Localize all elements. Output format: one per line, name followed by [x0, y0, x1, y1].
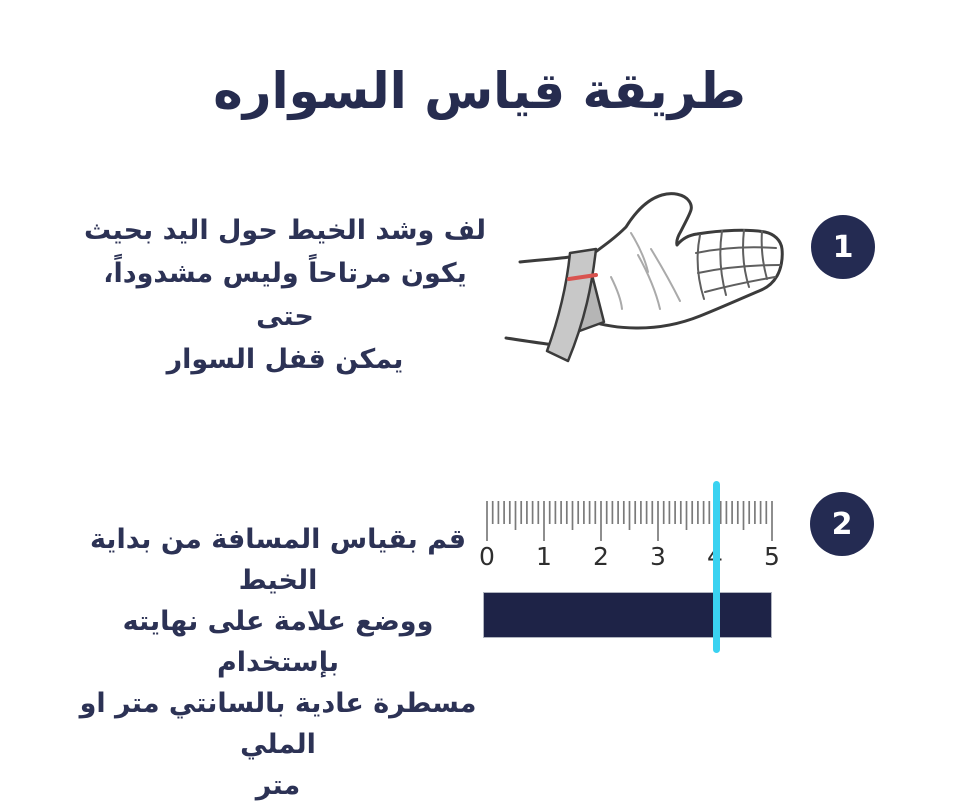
step2-instructions: قم بقياس المسافة من بداية الخيط ووضع علا… — [68, 519, 488, 806]
step1-instructions: لف وشد الخيط حول اليد بحيث يكون مرتاحاً … — [75, 209, 495, 381]
measurement-marker-line — [713, 481, 720, 653]
step1-number-badge: 1 — [811, 215, 875, 279]
palm-outline — [586, 192, 784, 330]
step2-text-line: قم بقياس المسافة من بداية الخيط — [89, 524, 467, 596]
ruler-number: 1 — [536, 542, 552, 571]
ruler-ticks — [486, 500, 773, 542]
ruler-body-bar — [483, 592, 772, 638]
step1-text-line: يكون مرتاحاً وليس مشدوداً، حتى — [103, 258, 467, 332]
step2-text-line: مسطرة عادية بالسانتي متر او الملي — [79, 688, 477, 760]
forearm-top-line — [518, 255, 572, 264]
hand-with-string-illustration — [504, 192, 784, 363]
step1-text-line: يمكن قفل السوار — [166, 344, 404, 375]
forearm-bottom-line — [504, 336, 556, 347]
ruler-illustration: 0 1 2 3 4 5 — [479, 500, 780, 571]
page-title: طريقة قياس السواره — [213, 62, 746, 120]
step2-text-line: متر — [255, 770, 301, 801]
step1-number: 1 — [832, 229, 854, 265]
ruler-numbers: 0 1 2 3 4 5 — [479, 542, 780, 571]
red-mark — [567, 273, 598, 281]
palm-creases — [610, 232, 681, 310]
ruler-number: 0 — [479, 542, 495, 571]
step1-text-line: لف وشد الخيط حول اليد بحيث — [83, 215, 487, 246]
step2-number-badge: 2 — [810, 492, 874, 556]
ruler-number: 5 — [764, 542, 780, 571]
step2-number: 2 — [831, 506, 853, 542]
ruler-number: 2 — [593, 542, 609, 571]
finger-knuckle-grid — [695, 229, 781, 300]
step2-text-line: ووضع علامة على نهايته بإستخدام — [122, 606, 434, 678]
ruler-number: 3 — [650, 542, 666, 571]
